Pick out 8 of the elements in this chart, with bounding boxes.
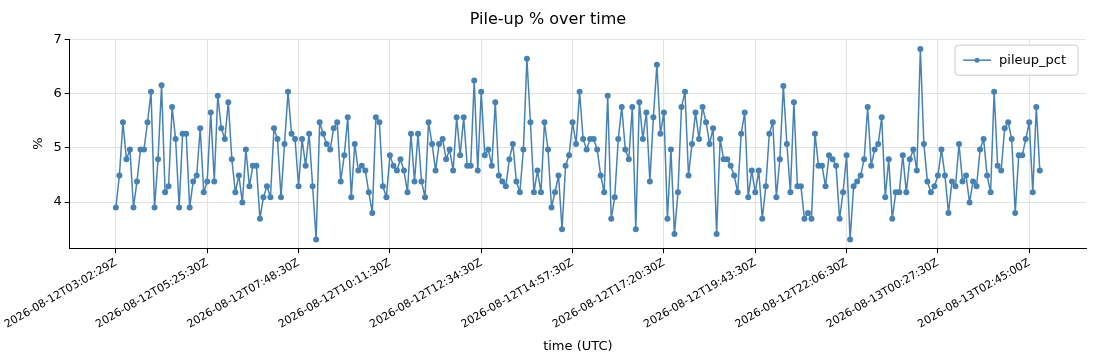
y-tick-label: 6 <box>53 84 62 100</box>
legend-label: pileup_pct <box>999 51 1067 67</box>
y-tick-label: 4 <box>53 193 62 209</box>
y-tick-label: 7 <box>53 30 62 46</box>
chart-title: Pile-up % over time <box>469 8 627 28</box>
y-axis-title: % <box>30 137 45 150</box>
y-tick-label: 5 <box>53 139 62 155</box>
x-axis-title: time (UTC) <box>543 337 613 353</box>
